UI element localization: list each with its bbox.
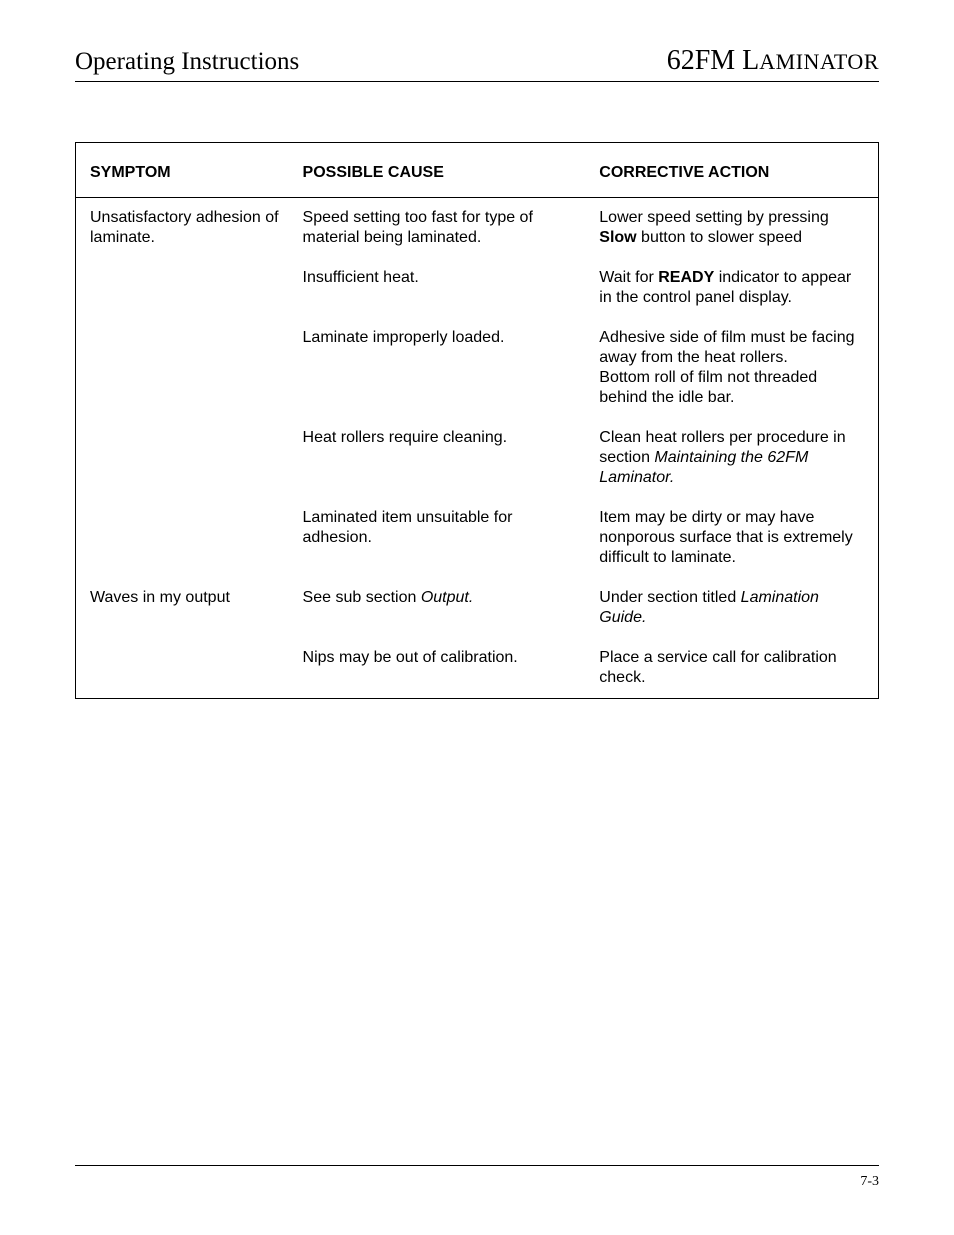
action-text: button to slower speed xyxy=(637,229,802,246)
action-text: Under section titled xyxy=(599,589,740,606)
cause-cell: See sub section Output. xyxy=(293,578,590,638)
action-cell: Under section titled Lamination Guide. xyxy=(589,578,878,638)
cause-cell: Speed setting too fast for type of mater… xyxy=(293,198,590,259)
troubleshooting-table-wrap: SYMPTOM POSSIBLE CAUSE CORRECTIVE ACTION… xyxy=(75,142,879,699)
page-number: 7-3 xyxy=(860,1174,879,1189)
action-bold: READY xyxy=(658,269,714,286)
action-cell: Wait for READY indicator to appear in th… xyxy=(589,258,878,318)
action-cell: Clean heat rollers per procedure in sect… xyxy=(589,418,878,498)
troubleshooting-table: SYMPTOM POSSIBLE CAUSE CORRECTIVE ACTION… xyxy=(76,143,878,698)
table-header-row: SYMPTOM POSSIBLE CAUSE CORRECTIVE ACTION xyxy=(76,143,878,198)
action-text: Lower speed setting by pressing xyxy=(599,209,828,226)
cause-italic: Output. xyxy=(421,589,473,606)
table-row: Unsatisfactory adhesion of laminate. Spe… xyxy=(76,198,878,259)
page-header: Operating Instructions 62FM LAMINATOR xyxy=(75,45,879,82)
cause-text: See sub section xyxy=(303,589,421,606)
symptom-cell: Waves in my output xyxy=(76,578,293,698)
action-cell: Place a service call for calibration che… xyxy=(589,638,878,698)
product-name-first: L xyxy=(742,45,759,76)
page: Operating Instructions 62FM LAMINATOR SY… xyxy=(0,0,954,1235)
action-bold: Slow xyxy=(599,229,636,246)
action-text: Wait for xyxy=(599,269,658,286)
col-cause: POSSIBLE CAUSE xyxy=(293,143,590,198)
model-number: 62FM xyxy=(667,45,735,76)
cause-cell: Laminate improperly loaded. xyxy=(293,318,590,418)
table-row: Waves in my output See sub section Outpu… xyxy=(76,578,878,638)
cause-cell: Heat rollers require cleaning. xyxy=(293,418,590,498)
cause-cell: Nips may be out of calibration. xyxy=(293,638,590,698)
product-name-rest: AMINATOR xyxy=(759,49,879,74)
cause-cell: Laminated item unsuitable for adhesion. xyxy=(293,498,590,578)
col-symptom: SYMPTOM xyxy=(76,143,293,198)
action-cell: Lower speed setting by pressing Slow but… xyxy=(589,198,878,259)
col-action: CORRECTIVE ACTION xyxy=(589,143,878,198)
page-footer: 7-3 xyxy=(75,1165,879,1190)
header-left: Operating Instructions xyxy=(75,48,299,76)
header-right: 62FM LAMINATOR xyxy=(667,45,879,77)
action-cell: Item may be dirty or may have nonporous … xyxy=(589,498,878,578)
action-cell: Adhesive side of film must be facing awa… xyxy=(589,318,878,418)
cause-cell: Insufficient heat. xyxy=(293,258,590,318)
symptom-cell: Unsatisfactory adhesion of laminate. xyxy=(76,198,293,579)
